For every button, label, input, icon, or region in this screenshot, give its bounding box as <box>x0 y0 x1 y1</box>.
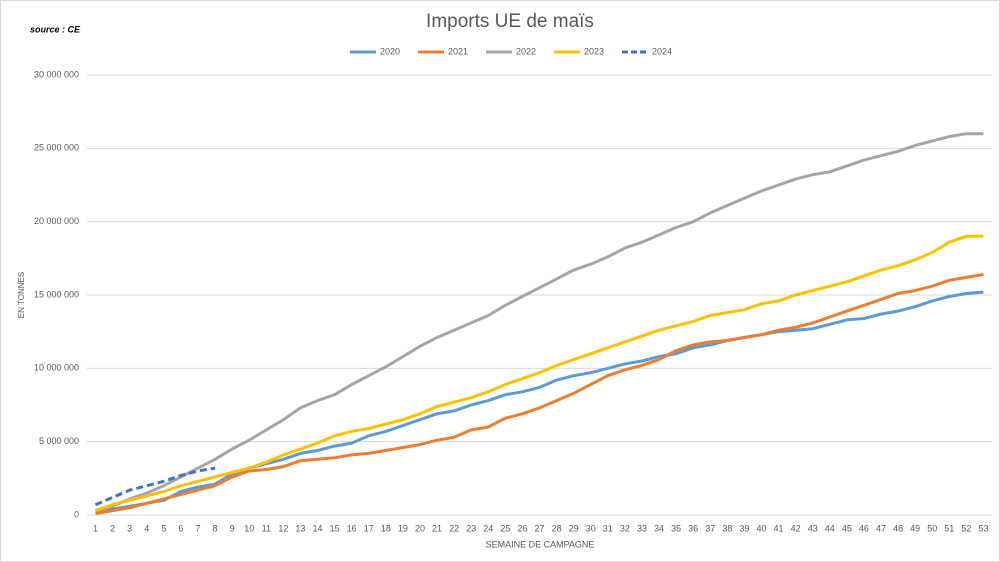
x-tick-label: 4 <box>144 523 149 533</box>
y-tick-label: 25 000 000 <box>34 143 79 153</box>
x-tick-label: 15 <box>330 523 340 533</box>
x-tick-label: 26 <box>517 523 527 533</box>
y-tick-label: 30 000 000 <box>34 69 79 79</box>
x-tick-label: 52 <box>961 523 971 533</box>
x-tick-label: 27 <box>534 523 544 533</box>
x-tick-label: 34 <box>654 523 664 533</box>
y-tick-label: 0 <box>74 509 79 519</box>
x-tick-label: 17 <box>364 523 374 533</box>
series-line <box>95 273 984 515</box>
legend-label: 2022 <box>516 46 536 56</box>
x-tick-label: 21 <box>432 523 442 533</box>
y-axis-title: EN TONNES <box>17 272 26 318</box>
x-tick-label: 42 <box>791 523 801 533</box>
x-tick-label: 44 <box>825 523 835 533</box>
x-tick-label: 5 <box>161 523 166 533</box>
x-tick-label: 30 <box>586 523 596 533</box>
chart-title: Imports UE de maïs <box>426 11 594 32</box>
legend-label: 2020 <box>380 46 400 56</box>
x-tick-label: 12 <box>278 523 288 533</box>
series-line <box>95 234 984 513</box>
x-tick-label: 8 <box>213 523 218 533</box>
x-tick-label: 6 <box>178 523 183 533</box>
x-axis-title: SEMAINE DE CAMPAGNE <box>486 539 595 549</box>
x-tick-label: 29 <box>569 523 579 533</box>
y-tick-label: 10 000 000 <box>34 363 79 373</box>
x-tick-label: 23 <box>466 523 476 533</box>
x-tick-label: 36 <box>688 523 698 533</box>
x-tick-label: 48 <box>893 523 903 533</box>
x-tick-label: 49 <box>910 523 920 533</box>
x-tick-label: 18 <box>381 523 391 533</box>
series-line <box>95 132 984 513</box>
x-tick-label: 22 <box>449 523 459 533</box>
series-line <box>94 466 216 507</box>
x-tick-label: 10 <box>244 523 254 533</box>
legend-label: 2023 <box>584 46 604 56</box>
x-tick-label: 39 <box>739 523 749 533</box>
x-tick-label: 53 <box>978 523 988 533</box>
x-tick-label: 7 <box>195 523 200 533</box>
x-tick-label: 38 <box>722 523 732 533</box>
y-tick-label: 20 000 000 <box>34 216 79 226</box>
x-tick-label: 28 <box>552 523 562 533</box>
x-tick-label: 1 <box>93 523 98 533</box>
x-tick-label: 41 <box>774 523 784 533</box>
y-tick-label: 5 000 000 <box>39 436 79 446</box>
x-tick-label: 50 <box>927 523 937 533</box>
source-note: source : CE <box>30 24 81 34</box>
x-tick-label: 43 <box>808 523 818 533</box>
x-tick-label: 9 <box>230 523 235 533</box>
x-tick-label: 19 <box>398 523 408 533</box>
x-tick-label: 13 <box>295 523 305 533</box>
x-tick-label: 20 <box>415 523 425 533</box>
x-tick-label: 16 <box>347 523 357 533</box>
x-tick-label: 40 <box>756 523 766 533</box>
x-tick-label: 45 <box>842 523 852 533</box>
x-tick-label: 33 <box>637 523 647 533</box>
x-tick-label: 32 <box>620 523 630 533</box>
x-tick-label: 47 <box>876 523 886 533</box>
x-tick-label: 2 <box>110 523 115 533</box>
legend-label: 2021 <box>448 46 468 56</box>
x-tick-label: 51 <box>944 523 954 533</box>
legend-label: 2024 <box>652 46 672 56</box>
x-tick-label: 24 <box>483 523 493 533</box>
x-tick-label: 46 <box>859 523 869 533</box>
x-tick-label: 31 <box>603 523 613 533</box>
y-tick-label: 15 000 000 <box>34 289 79 299</box>
x-tick-label: 35 <box>671 523 681 533</box>
x-tick-label: 25 <box>500 523 510 533</box>
x-tick-label: 14 <box>313 523 323 533</box>
x-tick-label: 37 <box>705 523 715 533</box>
x-tick-label: 3 <box>127 523 132 533</box>
x-tick-label: 11 <box>262 523 271 533</box>
